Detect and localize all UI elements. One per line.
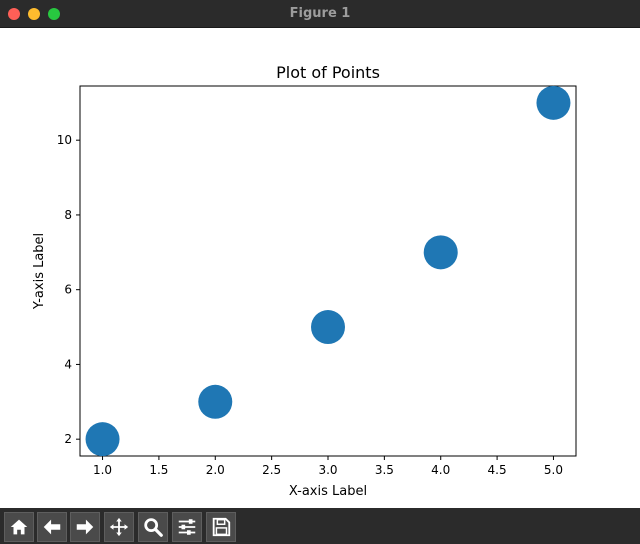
arrow-left-icon: [43, 519, 61, 535]
x-tick-label: 3.0: [318, 463, 337, 477]
window-title: Figure 1: [289, 6, 351, 21]
minimize-window-button[interactable]: [28, 8, 40, 20]
chart-title: Plot of Points: [276, 63, 380, 82]
figure-canvas: Plot of Points 1.0 1.5 2.0 2.5 3.0 3.5 4.0 4.5 5…: [0, 28, 640, 508]
sliders-icon: [178, 519, 196, 535]
data-point: [423, 235, 458, 270]
data-point: [198, 384, 233, 419]
home-button[interactable]: [4, 512, 34, 542]
x-tick-label: 2.0: [206, 463, 225, 477]
window-titlebar: Figure 1: [0, 0, 640, 28]
y-axis-ticks: 2 4 6 8 10: [57, 133, 80, 446]
y-tick-label: 2: [64, 432, 72, 446]
x-tick-label: 4.0: [431, 463, 450, 477]
home-icon: [10, 519, 28, 535]
pan-button[interactable]: [104, 512, 134, 542]
x-tick-label: 3.5: [375, 463, 394, 477]
data-point: [85, 422, 120, 457]
zoom-button[interactable]: [138, 512, 168, 542]
configure-subplots-button[interactable]: [172, 512, 202, 542]
move-icon: [109, 517, 129, 537]
y-tick-label: 6: [64, 283, 72, 297]
back-button[interactable]: [37, 512, 67, 542]
scatter-chart: Plot of Points 1.0 1.5 2.0 2.5 3.0 3.5 4.0 4.5 5…: [32, 63, 577, 499]
floppy-disk-icon: [212, 517, 231, 537]
x-axis-ticks: 1.0 1.5 2.0 2.5 3.0 3.5 4.0 4.5 5.0: [93, 456, 563, 477]
y-axis-label: Y-axis Label: [32, 233, 47, 310]
x-tick-label: 5.0: [544, 463, 563, 477]
forward-button[interactable]: [70, 512, 100, 542]
maximize-window-button[interactable]: [48, 8, 60, 20]
x-tick-label: 2.5: [262, 463, 281, 477]
arrow-right-icon: [76, 519, 94, 535]
figure-toolbar: [0, 508, 640, 544]
y-tick-label: 8: [64, 208, 72, 222]
close-window-button[interactable]: [8, 8, 20, 20]
data-points: [85, 85, 571, 457]
magnifier-icon: [144, 518, 163, 537]
data-point: [311, 310, 345, 345]
x-tick-label: 1.5: [149, 463, 168, 477]
x-tick-label: 4.5: [488, 463, 507, 477]
y-tick-label: 4: [64, 357, 72, 371]
plot-area: [79, 85, 577, 457]
x-tick-label: 1.0: [93, 463, 112, 477]
x-axis-label: X-axis Label: [289, 484, 367, 499]
save-button[interactable]: [206, 512, 236, 542]
y-tick-label: 10: [57, 133, 72, 147]
data-point: [536, 85, 571, 120]
